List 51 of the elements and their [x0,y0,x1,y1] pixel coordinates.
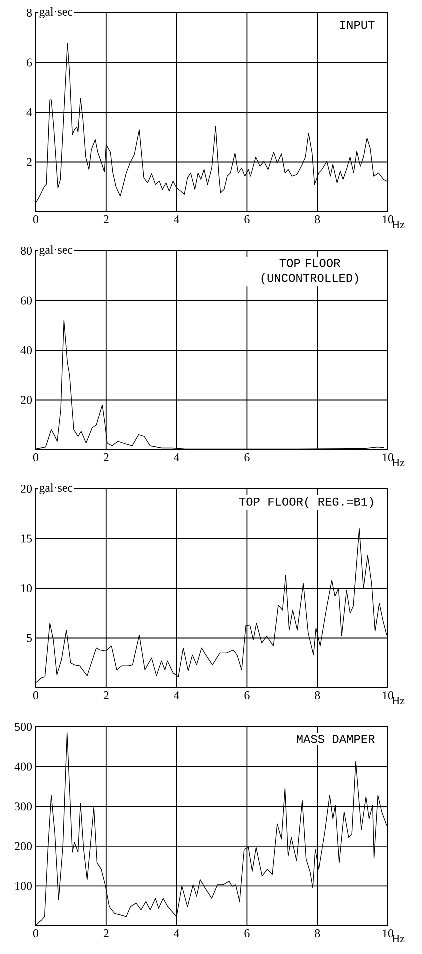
x-tick-label: 4 [174,454,180,462]
x-tick-label: 6 [244,454,250,462]
x-tick-label: 10 [383,454,394,462]
x-tick-label: 8 [315,930,320,938]
y-tick-label: 80 [20,246,32,256]
x-tick-label: 10 [383,216,394,224]
x-tick-label: 0 [33,930,39,938]
y-tick-label: 300 [15,802,32,811]
x-tick-label: 2 [104,454,109,462]
y-tick-label: 200 [15,842,32,850]
x-tick-label: 0 [33,454,39,462]
y-tick-label: 400 [14,762,32,771]
y-tick-label: 10 [22,584,32,593]
x-tick-label: 8 [315,216,320,224]
x-tick-label: 4 [174,930,180,938]
y-tick-label: 15 [22,534,32,543]
x-axis-title: Hz [392,459,405,466]
text: TOP FLOOR (UNCONTROLLED) [262,259,358,285]
y-axis-title: gal·sec [40,246,73,256]
x-tick-label: 4 [174,216,180,224]
y-tick-label: 8 [26,8,32,18]
y-tick-label: 4 [26,108,32,116]
y-tick-label: 6 [27,58,32,67]
y-tick-label: 100 [16,882,32,890]
x-tick-label: 10 [383,692,394,700]
x-tick-label: 10 [383,930,394,938]
x-tick-label: 2 [104,216,109,224]
x-tick-label: 2 [104,930,109,938]
x-tick-label: 6 [244,216,250,224]
text: MASS DAMPER [297,735,375,744]
x-tick-label: 8 [315,692,320,700]
y-tick-label: 2 [27,158,32,166]
y-tick-label: 500 [15,722,32,732]
y-axis-title: gal·sec [40,484,73,494]
y-tick-label: 60 [21,296,32,305]
x-tick-label: 0 [33,216,39,224]
x-tick-label: 2 [104,692,109,700]
x-axis-title: Hz [392,697,405,704]
x-tick-label: 6 [244,692,250,700]
x-tick-label: 4 [174,692,180,700]
y-tick-label: 20 [21,484,32,494]
x-axis-title: Hz [392,935,405,942]
x-tick-label: 0 [33,692,39,700]
y-tick-label: 5 [27,634,32,642]
y-tick-label: 40 [20,346,32,355]
text: INPUT [340,21,375,30]
x-axis-title: Hz [392,221,405,228]
x-tick-label: 6 [244,930,250,938]
text: TOP FLOOR( REG.=B1) [239,497,374,508]
y-axis-title: gal·sec [40,8,73,18]
y-tick-label: 20 [21,396,32,404]
